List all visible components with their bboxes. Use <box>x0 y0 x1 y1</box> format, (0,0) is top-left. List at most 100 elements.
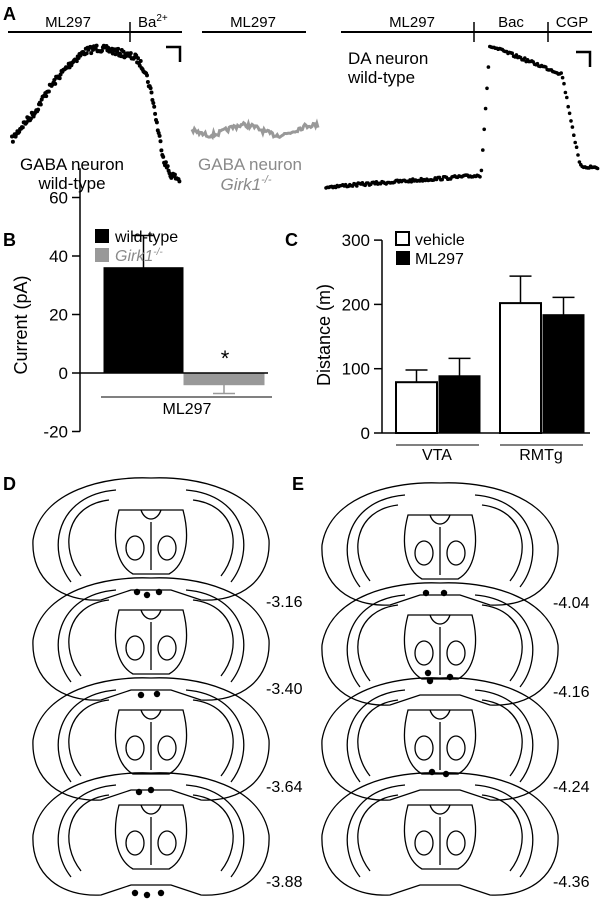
gaba-wt-trace-point <box>94 43 99 48</box>
gaba-wt-trace-point <box>150 98 155 102</box>
gaba-wt-trace-point <box>177 179 182 184</box>
da-label-line1: DA neuron <box>348 49 428 68</box>
e-level-4: -4.36 <box>553 874 590 891</box>
section-outline <box>32 477 270 601</box>
aqueduct <box>140 709 162 720</box>
da-trace-point <box>523 56 527 60</box>
d-level-4: -3.88 <box>266 874 303 891</box>
gaba-wt-trace-point <box>53 81 58 86</box>
gaba-wt-trace-point <box>145 73 149 78</box>
y-tick-label: 0 <box>361 424 370 443</box>
hippocampus-arc <box>68 794 110 872</box>
gaba-ko-label-line1: GABA neuron <box>198 155 302 174</box>
brain-section <box>32 477 270 601</box>
midbrain-outline <box>403 614 477 680</box>
y-tick-label: 20 <box>49 306 68 325</box>
y-tick-label: 300 <box>342 231 370 250</box>
injection-site-dot <box>137 691 145 699</box>
nucleus-outline <box>446 830 466 856</box>
gaba-wt-drug-label: ML297 <box>45 14 91 31</box>
midbrain-outline <box>114 709 188 775</box>
gaba-wt-trace-point <box>28 116 33 121</box>
hippocampus-arc <box>346 494 406 588</box>
hippocampus-arc <box>357 699 399 777</box>
gaba-wt-trace-point <box>165 164 170 169</box>
nucleus-outline <box>125 535 145 561</box>
nucleus-outline <box>414 830 434 856</box>
gaba-wt-trace-point <box>154 120 159 125</box>
aqueduct <box>140 509 162 520</box>
hippocampus-arc <box>185 784 245 878</box>
brain-sections-d <box>32 477 270 899</box>
nucleus-outline <box>157 830 177 856</box>
gaba-wt-trace-point <box>38 102 43 107</box>
da-trace-point <box>559 71 563 75</box>
hippocampus-arc <box>57 489 117 583</box>
brain-sections-e <box>321 482 559 896</box>
aqueduct <box>429 614 451 625</box>
gaba-wt-trace-point <box>172 172 177 177</box>
section-outline <box>321 482 559 606</box>
panel-e-label: E <box>292 474 304 494</box>
injection-site-dot <box>157 889 165 897</box>
nucleus-outline <box>157 535 177 561</box>
injection-site-dot <box>131 889 139 897</box>
hippocampus-arc <box>68 699 110 777</box>
aqueduct <box>429 514 451 525</box>
y-tick-label: -20 <box>43 423 68 442</box>
injection-site-dot <box>143 891 151 899</box>
gaba-wt-trace-point <box>138 59 143 63</box>
gaba-wt-trace-point <box>84 51 89 56</box>
gaba-wt-trace-point <box>149 90 154 95</box>
da-trace-point <box>565 95 569 100</box>
section-outline <box>32 772 270 896</box>
gaba-wt-trace-point <box>136 56 140 61</box>
nucleus-outline <box>125 735 145 761</box>
injection-site-dot <box>440 589 448 597</box>
c-legend-swatch-vehicle <box>395 231 410 246</box>
hippocampus-arc <box>192 794 234 872</box>
da-trace-point <box>483 106 488 111</box>
midbrain-outline <box>114 509 188 575</box>
gaba-wt-trace-point <box>152 104 157 109</box>
gaba-wt-trace-point <box>121 49 126 54</box>
gaba-wt-label-line2: wild-type <box>37 174 105 193</box>
gaba-wt-trace-point <box>151 101 156 105</box>
da-trace-point <box>478 175 482 179</box>
injection-site-dot <box>424 669 432 677</box>
scale-bar-gaba <box>166 45 182 62</box>
gaba-wt-trace-point <box>100 48 104 53</box>
nucleus-outline <box>446 540 466 566</box>
hippocampus-arc <box>68 599 110 677</box>
brain-section <box>321 482 559 606</box>
da-trace-point <box>514 53 519 57</box>
gaba-wt-trace-point <box>163 160 168 165</box>
hippocampus-arc <box>192 499 234 577</box>
da-trace-point <box>355 184 359 188</box>
da-trace-point <box>572 133 576 137</box>
hippocampus-arc <box>185 589 245 683</box>
da-trace-point <box>562 81 566 86</box>
gaba-wt-trace-point <box>145 80 150 84</box>
d-level-1: -3.16 <box>266 594 303 611</box>
da-trace-point <box>486 65 491 69</box>
hippocampus-arc <box>57 784 117 878</box>
c-y-axis-label: Distance (m) <box>314 284 334 386</box>
aqueduct <box>140 804 162 815</box>
gaba-wt-trace <box>10 43 182 184</box>
hippocampus-arc <box>474 594 534 688</box>
hippocampus-arc <box>474 494 534 588</box>
d-level-2: -3.40 <box>266 681 303 698</box>
midbrain-outline <box>114 609 188 675</box>
gaba-wt-drug-bar <box>8 22 182 42</box>
gaba-wt-trace-point <box>128 51 133 56</box>
hippocampus-arc <box>474 689 534 783</box>
nucleus-outline <box>414 540 434 566</box>
injection-site-dot <box>143 591 151 599</box>
gaba-wt-trace-point <box>89 51 94 56</box>
midbrain-outline <box>403 709 477 775</box>
da-trace-point <box>485 86 489 91</box>
brain-section <box>32 772 270 899</box>
gaba-ko-label-line2: Girk1-/- <box>220 174 271 194</box>
gaba-ko-drug-label: ML297 <box>230 14 276 31</box>
